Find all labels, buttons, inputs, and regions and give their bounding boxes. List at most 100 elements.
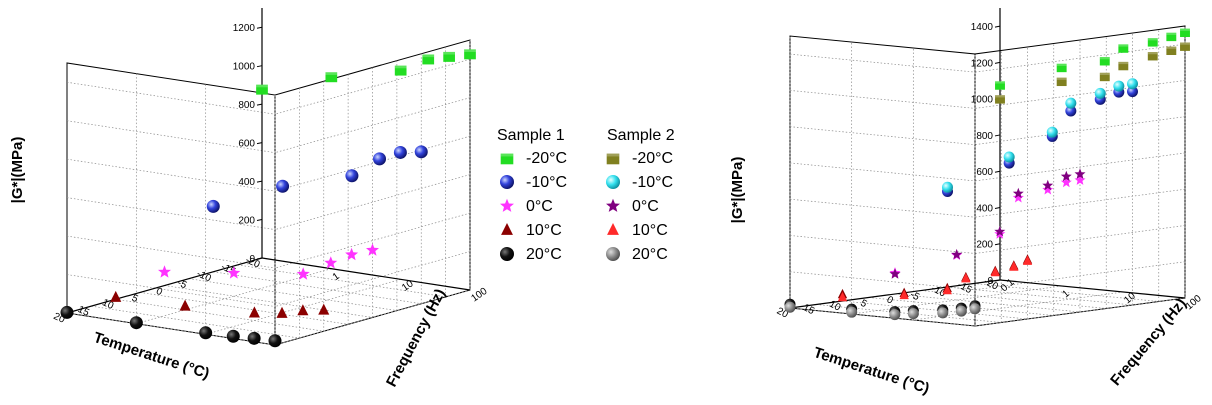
right-ygrid-floor-1 [851,285,1062,315]
left-zgrid-a-5 [66,120,276,154]
right-ztick-1 [994,243,1001,246]
right-point-s2-1-6 [1180,42,1190,51]
right-zgrid-a-2 [789,235,976,254]
legend-title-sample2: Sample 2 [607,127,675,144]
left-point-s1-1-2 [345,169,359,183]
legend-marker-s1-0 [500,153,514,165]
right-xgrid-floor-2 [947,286,1133,306]
right-point-s2-5-3 [1012,187,1024,199]
left-zgrid-b-4 [274,135,471,192]
left-point-s1-1-4 [393,145,407,159]
left-point-s1-2-2 [296,267,310,280]
right-point-s2-1-2-shade [1099,72,1110,75]
left-xgrid-floor-6 [115,298,324,332]
right-point-s1-0-0-shade [995,81,1005,84]
right-point-s1-0-4-shade [1147,38,1158,41]
left-point-s1-0-0 [256,84,268,95]
legend-marker-s2-1 [606,175,620,189]
right-point-s2-9-2 [889,309,901,321]
legend-marker-s1-1 [500,175,514,189]
left-point-s1-0-4 [443,51,455,62]
left-x-axis-label: Temperature (°C) [91,329,211,382]
left-y-axis [261,257,471,291]
left-ztick-label-6: 1200 [233,23,256,34]
left-ztick-5 [256,65,263,68]
right-xtick-label-4: 0 [885,294,895,307]
left-point-s1-1-3 [373,152,387,166]
left-ygrid-floor-1 [205,278,401,335]
left-point-s1-4-3 [226,329,240,343]
legend-title-sample1: Sample 1 [497,127,565,144]
legend-marker-s1-4 [500,247,514,261]
legend-label-s2-4: 20°C [632,246,668,263]
right-point-s2-3-1 [1003,151,1015,163]
right-ztick-label-4: 800 [976,131,993,142]
right-point-s1-4-3 [1012,192,1024,203]
left-ztick-label-4: 800 [238,100,255,111]
right-xtick-label-6: 10 [827,299,842,314]
left-ytick-label-2: 100 [469,286,489,305]
right-point-s1-0-4 [1147,38,1158,47]
right-zgrid-b-7 [974,43,1186,73]
right-point-s2-7-1 [899,289,909,300]
right-ztick-3 [994,170,1001,173]
left-point-s1-3-3 [276,306,288,318]
right-z-axis-label: |G*|(MPa) [729,157,746,224]
right-xgrid-floor-8 [789,307,976,327]
right-point-s2-1-0 [995,95,1005,104]
left-ztick-label-3: 600 [238,139,255,150]
left-point-s1-0-1-shade [325,72,338,75]
left-point-s1-4-2 [199,326,213,340]
legend-marker-s2-4 [606,247,620,261]
legend-marker-s2-0-shade [606,153,620,157]
right-point-s2-9-1 [846,306,858,318]
right-point-s2-1-5 [1166,46,1177,56]
left-point-s1-1-1 [276,179,290,193]
right-point-s2-3-0 [942,181,953,193]
legend-marker-s1-0-shade [500,153,514,157]
right-point-s1-0-1-shade [1056,63,1067,66]
right-point-s2-9-0 [784,301,796,313]
left-zgrid-b-6 [274,58,471,115]
left-point-s1-0-0-shade [256,84,268,88]
right-point-s1-0-3-shade [1118,44,1129,47]
right-point-s2-1-3-shade [1118,61,1129,65]
left-ygrid-floor-0 [136,268,332,325]
legend-marker-s2-3 [607,223,619,235]
right-x-axis [789,279,1001,309]
right-ztick-label-5: 1000 [971,95,994,106]
right-xtick-label-7: 15 [801,302,816,317]
left-xgrid-floor-8 [66,312,276,346]
left-point-s1-0-2 [394,65,407,76]
right-point-s2-3-3 [1065,97,1077,109]
left-point-s1-3-2 [248,306,260,318]
right-zgrid-a-6 [789,90,976,109]
legend-label-s2-0: -20°C [632,150,673,167]
right-zgrid-b-2 [974,225,1186,254]
right-ztick-label-6: 1200 [971,58,994,69]
left-point-s1-1-0 [206,199,220,213]
right-y-axis [999,279,1186,299]
left-zgrid-a-2 [66,235,276,269]
right-zgrid-b-5 [974,116,1186,146]
chart-left: 020040060080010001200-20-15-10-505101520… [9,8,490,390]
right-xgrid-floor-3 [921,290,1107,309]
left-ztick-label-0: 0 [249,254,255,265]
right-ztick-0 [994,279,1001,282]
right-point-s2-1-1-shade [1056,77,1067,80]
right-point-s2-7-4 [990,266,1000,277]
right-point-s1-4-6 [1074,174,1086,185]
left-ztick-3 [256,142,263,145]
left-xgrid-floor-7 [91,305,300,339]
left-ztick-1 [256,219,263,222]
legend-label-s2-3: 10°C [632,222,668,239]
legend-label-s1-4: 20°C [526,246,562,263]
left-point-s1-0-5-shade [464,49,476,52]
right-point-s2-9-4 [937,307,949,319]
right-point-s1-4-4 [1042,184,1054,195]
left-point-s1-3-1 [179,299,191,311]
left-zgrid-a-3 [66,197,276,230]
legend-label-s2-2: 0°C [632,198,659,215]
left-zgrid-a-6 [66,81,276,115]
right-point-s2-1-5-shade [1166,46,1177,49]
